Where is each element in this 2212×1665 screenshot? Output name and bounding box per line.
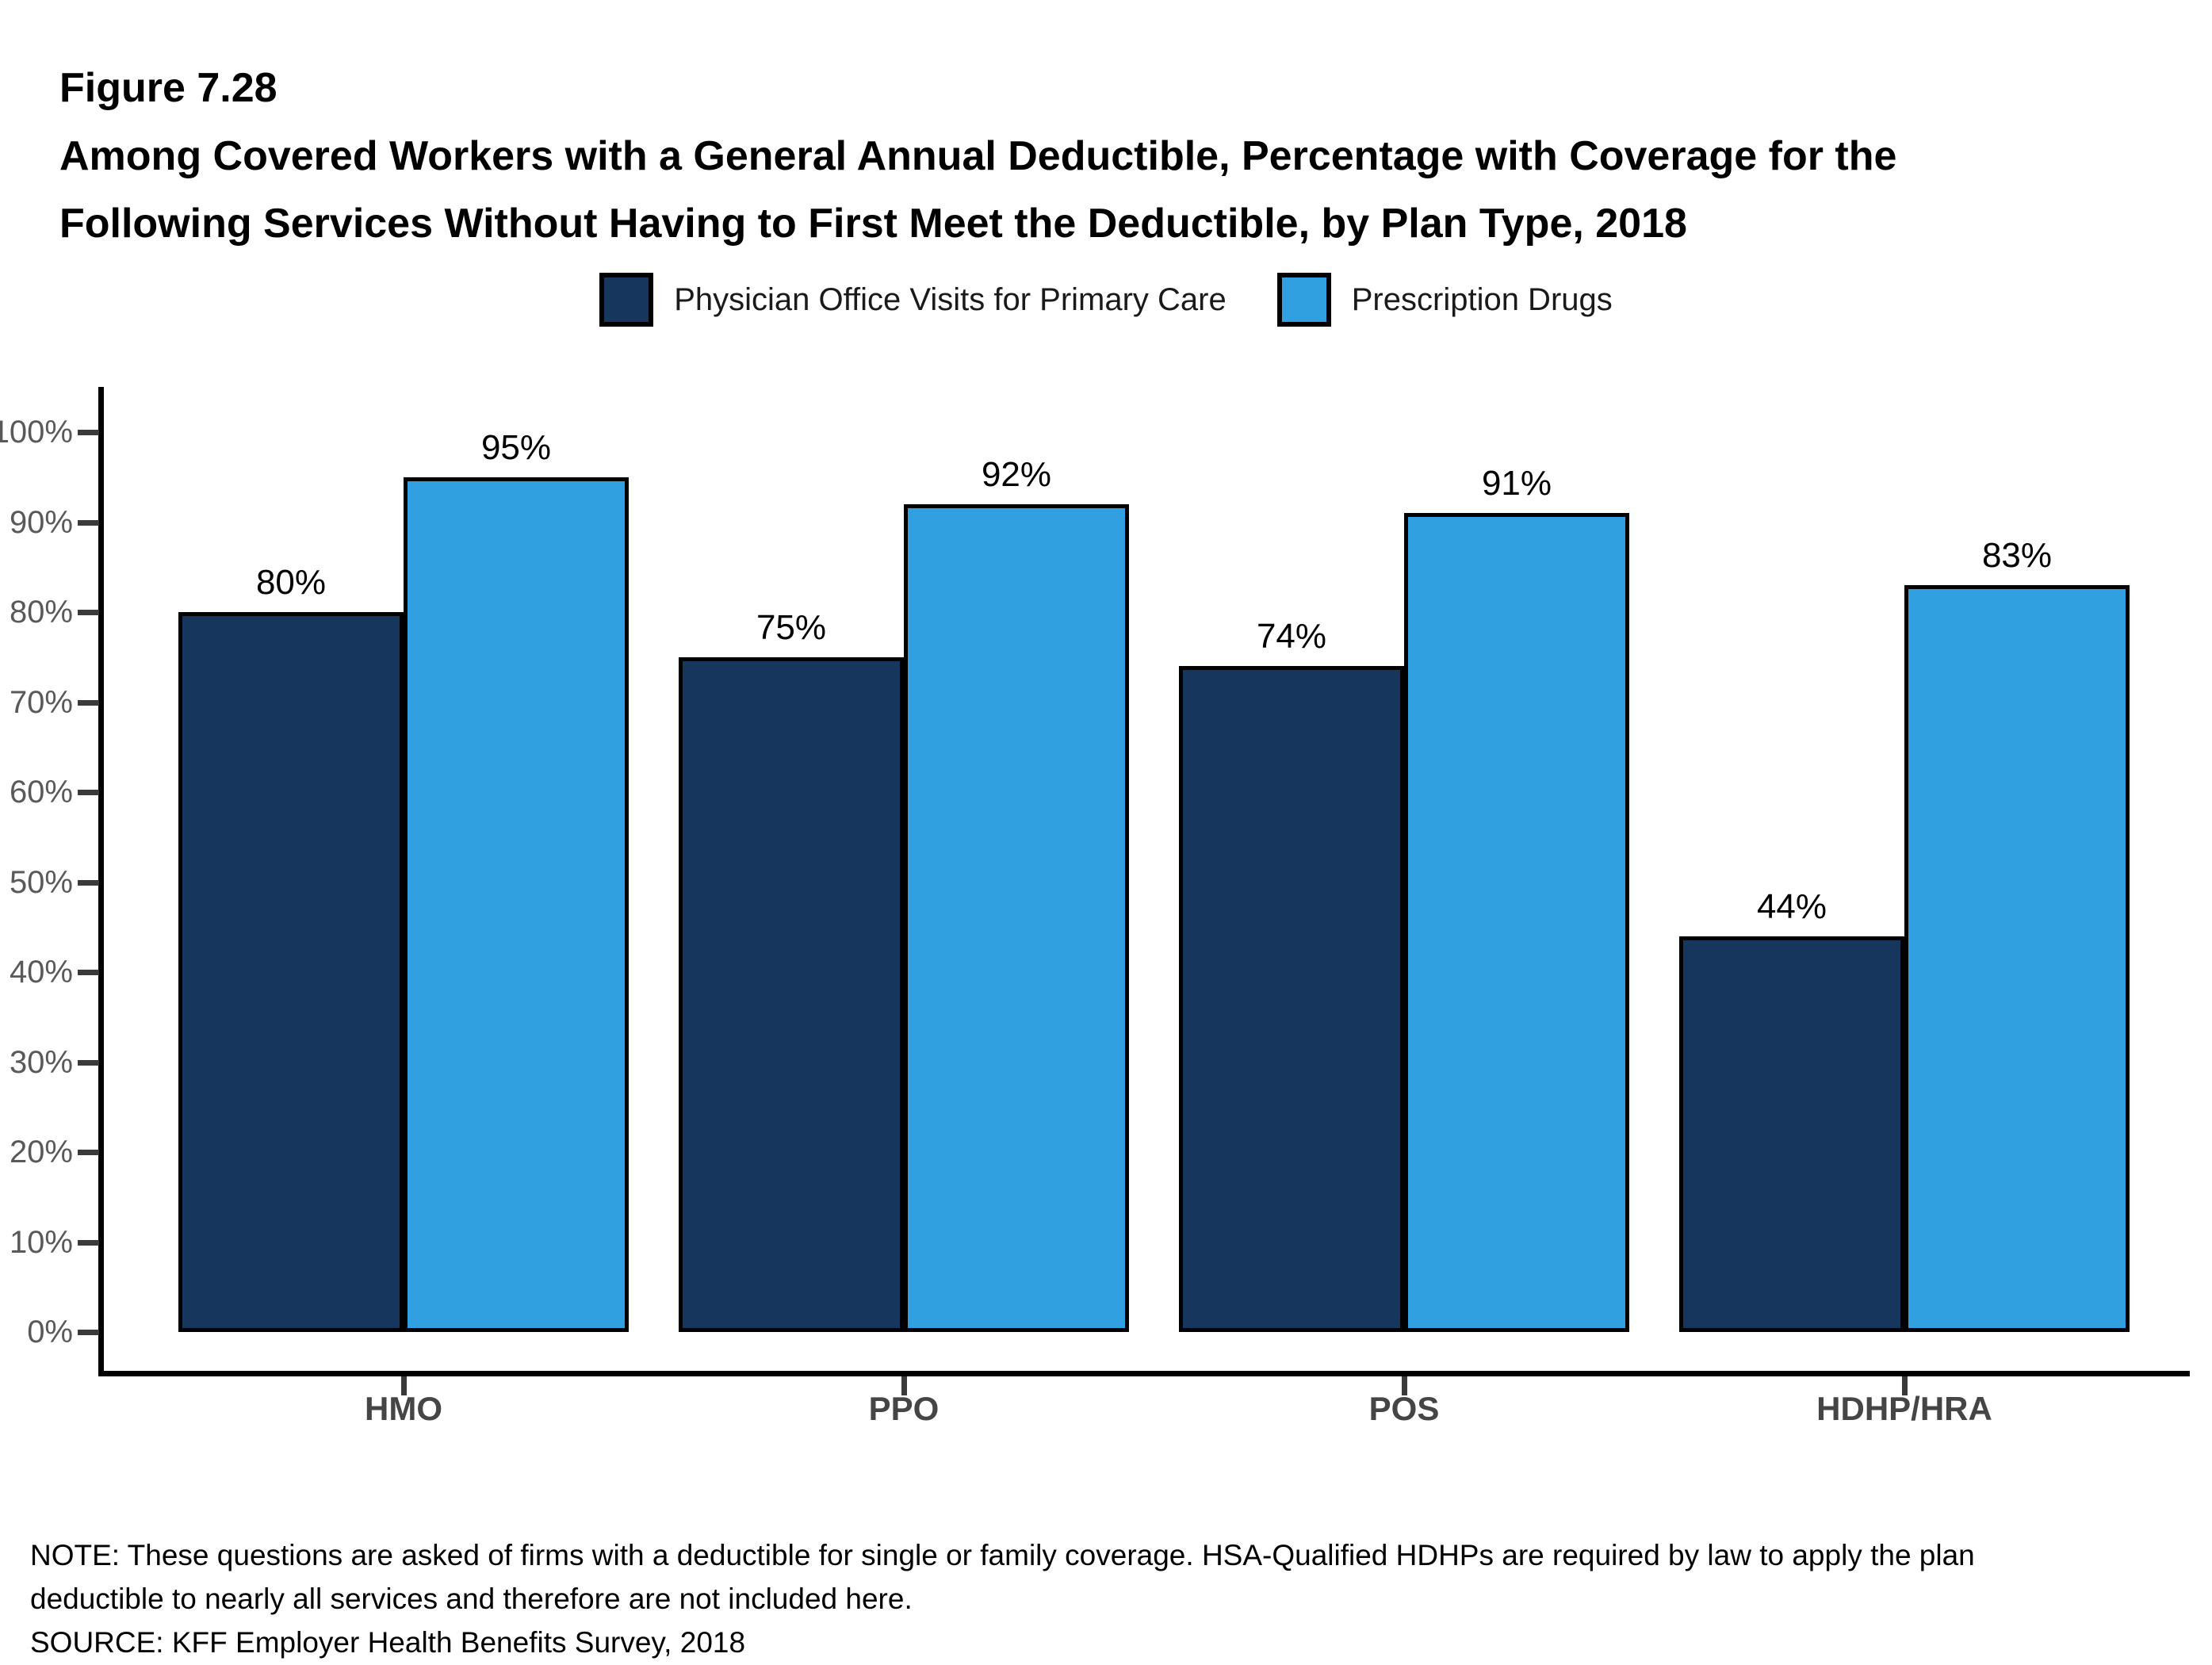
y-tick-label: 90% — [9, 504, 73, 540]
bar-value-label-hmo-physician-office-visits-for-primary-care: 80% — [255, 563, 327, 602]
bar-ppo-prescription-drugs — [904, 504, 1129, 1332]
footer-notes: NOTE: These questions are asked of firms… — [30, 1533, 1975, 1664]
y-tick — [78, 610, 99, 615]
bar-ppo-physician-office-visits-for-primary-care — [679, 657, 904, 1332]
bar-hmo-prescription-drugs — [404, 477, 629, 1332]
bar-pos-prescription-drugs — [1404, 513, 1629, 1332]
bar-value-label-hdhp-hra-prescription-drugs: 83% — [1981, 536, 2053, 575]
legend: Physician Office Visits for Primary Care… — [0, 273, 2212, 327]
y-tick — [78, 1239, 99, 1246]
figure-title-line-1: Among Covered Workers with a General Ann… — [59, 133, 1897, 179]
y-tick-label: 40% — [9, 955, 73, 989]
bar-value-label-pos-prescription-drugs: 91% — [1481, 464, 1552, 503]
legend-label: Prescription Drugs — [1351, 281, 1613, 317]
x-tick — [901, 1376, 907, 1395]
y-tick-label: 80% — [9, 595, 73, 630]
note-line-2: deductible to nearly all services and th… — [30, 1583, 913, 1615]
legend-item-physician-office-visits-for-primary-care: Physician Office Visits for Primary Care — [599, 273, 1227, 327]
y-tick — [78, 1059, 99, 1066]
legend-swatch-physician-office-visits-for-primary-care-icon — [599, 273, 654, 327]
y-tick — [78, 1330, 99, 1335]
figure-number: Figure 7.28 — [59, 65, 277, 111]
x-axis-label-pos: POS — [1368, 1390, 1440, 1427]
bar-hdhp-hra-physician-office-visits-for-primary-care — [1679, 936, 1904, 1332]
bar-value-label-hdhp-hra-physician-office-visits-for-primary-care: 44% — [1756, 887, 1827, 926]
bar-hmo-physician-office-visits-for-primary-care — [178, 612, 404, 1332]
y-tick — [78, 879, 99, 886]
legend-item-prescription-drugs: Prescription Drugs — [1276, 273, 1613, 327]
y-tick-label: 20% — [9, 1135, 73, 1169]
y-tick — [78, 699, 99, 706]
y-tick-label: 0% — [27, 1315, 73, 1349]
y-tick — [78, 430, 99, 435]
bar-value-label-pos-physician-office-visits-for-primary-care: 74% — [1256, 617, 1327, 656]
y-tick-label: 70% — [9, 684, 73, 720]
note-line-1: NOTE: These questions are asked of firms… — [30, 1539, 1975, 1571]
bar-value-label-ppo-physician-office-visits-for-primary-care: 75% — [756, 608, 827, 647]
x-axis-line — [98, 1371, 2190, 1376]
y-tick — [78, 970, 99, 975]
bar-pos-physician-office-visits-for-primary-care — [1179, 666, 1404, 1332]
x-axis-label-hmo: HMO — [365, 1390, 442, 1427]
x-axis-label-ppo: PPO — [868, 1390, 940, 1427]
y-tick-label: 100% — [0, 415, 73, 450]
x-axis-label-hdhp-hra: HDHP/HRA — [1816, 1390, 1992, 1427]
y-tick-label: 60% — [9, 775, 73, 810]
y-tick-label: 30% — [9, 1044, 73, 1080]
x-tick — [1902, 1376, 1908, 1395]
y-tick-label: 10% — [9, 1224, 73, 1260]
x-tick — [1402, 1376, 1407, 1395]
legend-swatch-prescription-drugs-icon — [1276, 273, 1331, 327]
bar-value-label-ppo-prescription-drugs: 92% — [981, 455, 1052, 494]
y-tick — [78, 519, 99, 526]
legend-label: Physician Office Visits for Primary Care — [674, 281, 1227, 317]
bar-hdhp-hra-prescription-drugs — [1904, 585, 2130, 1332]
y-tick — [78, 1150, 99, 1155]
bar-value-label-hmo-prescription-drugs: 95% — [480, 428, 552, 467]
y-tick — [78, 790, 99, 795]
y-axis-line — [98, 387, 104, 1376]
x-tick — [401, 1376, 407, 1395]
y-tick-label: 50% — [9, 864, 73, 900]
figure-title-line-2: Following Services Without Having to Fir… — [59, 201, 1687, 247]
source-line: SOURCE: KFF Employer Health Benefits Sur… — [30, 1626, 746, 1659]
